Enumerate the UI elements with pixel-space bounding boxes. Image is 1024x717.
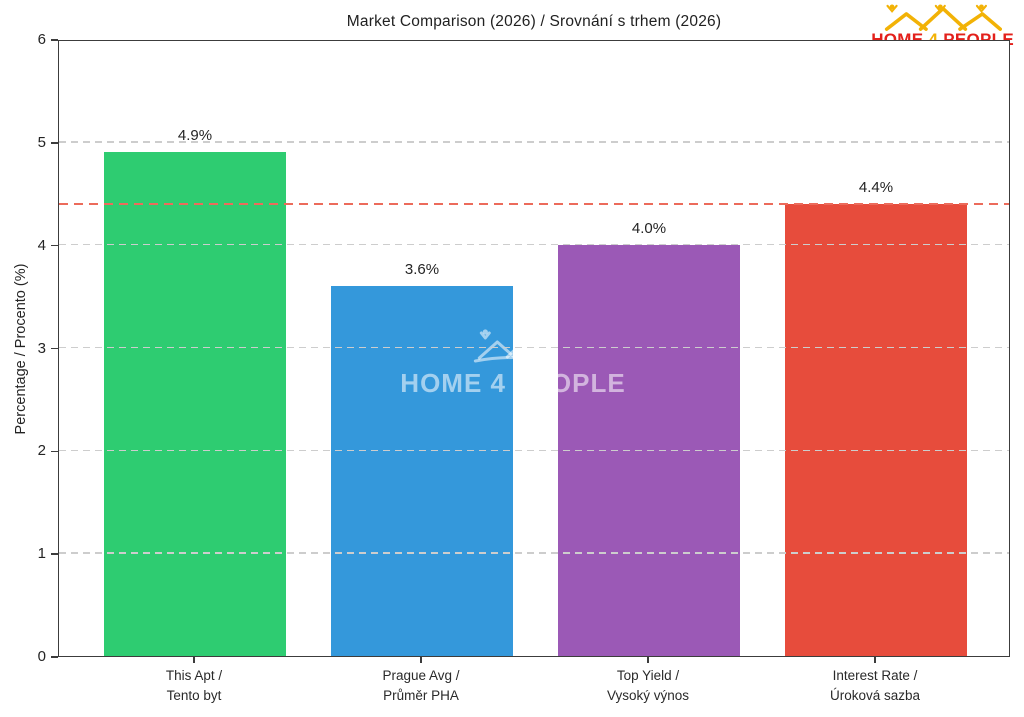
bar xyxy=(558,244,740,656)
y-tick-label: 5 xyxy=(37,133,46,151)
bar-value-label: 3.6% xyxy=(404,260,440,278)
bar xyxy=(785,203,967,656)
gridline xyxy=(59,346,1009,349)
y-tick-label: 3 xyxy=(37,339,46,357)
x-category-label: Top Yield / Vysoký výnos xyxy=(606,668,690,703)
bars-layer xyxy=(59,41,1009,656)
x-category-label: This Apt / Tento byt xyxy=(165,668,223,703)
x-category-label: Prague Avg / Průměr PHA xyxy=(382,668,460,703)
y-tick-mark xyxy=(51,553,58,555)
y-tick-label: 0 xyxy=(37,648,46,665)
bar xyxy=(104,152,286,656)
y-tick-label: 2 xyxy=(37,442,46,460)
watermark-layer: HOME 4 PEOPLE xyxy=(59,41,1009,656)
bar-value-label: 4.9% xyxy=(177,127,213,145)
bar xyxy=(331,285,513,656)
logo-word-4: 4 xyxy=(928,30,938,49)
x-tick-mark xyxy=(874,657,876,663)
refline-layer xyxy=(59,41,1009,656)
x-tick-mark xyxy=(647,657,649,663)
watermark: HOME 4 PEOPLE xyxy=(400,327,625,399)
x-tick-mark xyxy=(193,657,195,663)
gridline xyxy=(59,449,1009,452)
y-tick-mark xyxy=(51,450,58,453)
plot-area: HOME 4 PEOPLE 4.9% 3.6% 4.0% 4.4% xyxy=(58,40,1010,657)
y-tick-mark xyxy=(51,347,58,350)
watermark-houses-icon xyxy=(473,329,553,363)
y-tick-label: 4 xyxy=(37,236,46,254)
y-tick-mark xyxy=(51,39,58,41)
gridline xyxy=(59,552,1009,554)
y-tick-mark xyxy=(51,142,58,144)
x-tick-mark xyxy=(420,657,422,663)
bar-labels-layer: 4.9% 3.6% 4.0% 4.4% xyxy=(59,41,1009,656)
y-tick-label: 1 xyxy=(37,545,46,563)
logo-houses-icon xyxy=(884,4,1002,31)
x-category-label: Interest Rate / Úroková sazba xyxy=(829,668,921,703)
chart-title: Market Comparison (2026) / Srovnání s tr… xyxy=(346,13,722,30)
gridline xyxy=(59,243,1009,246)
y-tick-mark xyxy=(51,656,58,658)
bar-value-label: 4.0% xyxy=(631,219,667,237)
watermark-text: HOME 4 PEOPLE xyxy=(400,368,626,398)
bar-value-label: 4.4% xyxy=(858,178,894,196)
y-tick-mark xyxy=(51,244,58,247)
gridline xyxy=(59,141,1009,143)
reference-line xyxy=(59,202,1009,205)
y-tick-label: 6 xyxy=(37,31,46,48)
gridlines-layer xyxy=(59,41,1009,656)
